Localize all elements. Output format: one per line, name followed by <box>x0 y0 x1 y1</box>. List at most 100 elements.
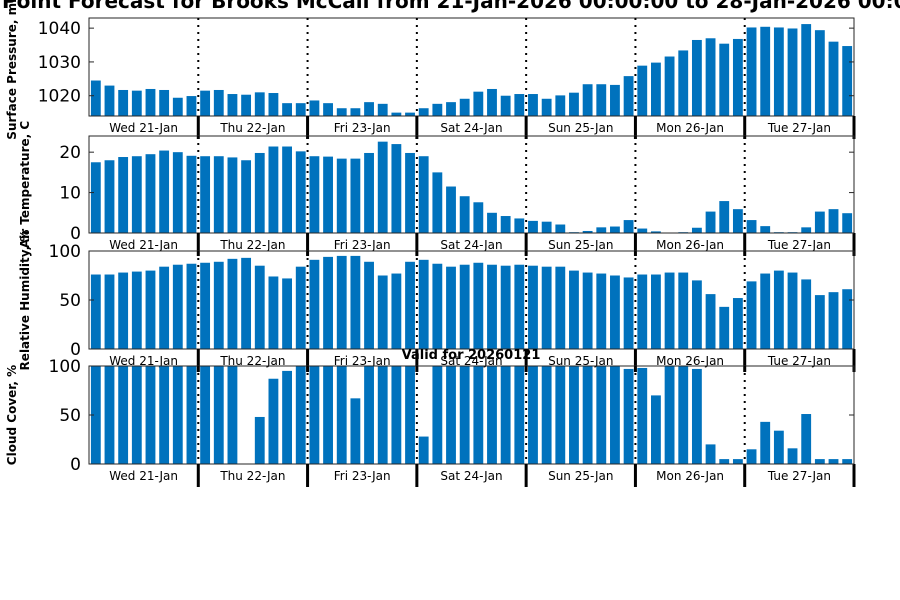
temperature-bar <box>118 157 129 233</box>
pressure-bar <box>541 98 552 116</box>
cloud-cover-bar <box>637 367 648 464</box>
cloud-cover-bar <box>801 414 812 464</box>
humidity-bar <box>623 277 634 349</box>
humidity-bar <box>651 274 661 349</box>
pressure-bar <box>405 112 415 116</box>
cloud-cover-bar <box>172 366 183 464</box>
temperature-x-tick-label: Fri 23-Jan <box>334 238 391 252</box>
pressure-bar <box>555 95 566 116</box>
temperature-x-tick-label: Wed 21-Jan <box>109 238 178 252</box>
pressure-bar <box>364 102 374 116</box>
cloud-cover-bar <box>323 366 333 464</box>
pressure-bar <box>719 43 730 116</box>
figure-subtitle: Valid for 20260121 <box>402 348 541 363</box>
pressure-bar <box>118 89 129 116</box>
pressure-y-tick-label: 1040 <box>38 19 81 39</box>
humidity-bar <box>760 273 771 349</box>
cloud-cover-bar <box>623 368 634 464</box>
cloud-cover-bar <box>773 430 784 464</box>
humidity-y-axis-label: Relative Humidity, % <box>18 230 32 371</box>
pressure-bar <box>746 27 757 116</box>
pressure-bar <box>213 89 224 116</box>
cloud-cover-bar <box>500 366 511 464</box>
pressure-axes-frame <box>88 17 855 117</box>
temperature-bar <box>487 212 497 233</box>
temperature-bar <box>295 151 306 233</box>
temperature-bar <box>200 156 211 233</box>
pressure-bar <box>732 38 743 117</box>
humidity-bar <box>541 266 552 349</box>
temperature-bar <box>651 231 661 233</box>
cloud-cover-bar <box>200 366 211 464</box>
pressure-bar <box>241 94 252 116</box>
pressure-x-tick-label: Tue 27-Jan <box>767 121 831 135</box>
humidity-bar <box>268 276 279 349</box>
pressure-bar <box>814 30 825 117</box>
humidity-bar <box>118 272 129 349</box>
temperature-bar <box>254 152 265 233</box>
pressure-bar <box>172 97 183 116</box>
humidity-bar <box>705 294 716 349</box>
pressure-x-tick-label: Wed 21-Jan <box>109 121 178 135</box>
humidity-bar <box>828 292 839 349</box>
humidity-bar <box>814 295 825 349</box>
temperature-bar <box>541 221 552 233</box>
temperature-bar <box>90 162 101 233</box>
humidity-bar <box>391 273 402 349</box>
humidity-bar <box>200 262 211 349</box>
pressure-bar <box>200 90 211 116</box>
cloud-cover-bar <box>418 436 429 464</box>
cloud-cover-bar <box>104 366 115 464</box>
temperature-bar <box>746 220 757 233</box>
pressure-x-tick-label: Thu 22-Jan <box>219 121 285 135</box>
humidity-bar <box>691 280 702 349</box>
cloud-cover-bar <box>582 366 593 464</box>
temperature-bar <box>705 211 716 233</box>
pressure-bar <box>528 94 538 116</box>
pressure-bar <box>664 56 675 116</box>
pressure-bar <box>514 94 525 116</box>
humidity-bar <box>131 271 142 349</box>
humidity-bar <box>514 264 525 349</box>
cloud-cover-bar <box>569 366 579 464</box>
humidity-x-tick-label: Wed 21-Jan <box>109 354 178 368</box>
pressure-bar <box>623 76 634 116</box>
temperature-bar <box>309 156 320 233</box>
cloud-cover-y-tick-label: 50 <box>59 406 81 426</box>
temperature-x-tick-label: Thu 22-Jan <box>219 238 285 252</box>
temperature-panel: Wed 21-Jan Thu 22-Jan Fri 23-Jan Sat 24-Jan… <box>18 121 856 256</box>
temperature-bar <box>814 211 825 233</box>
pressure-bar <box>90 80 101 116</box>
temperature-x-tick-label: Mon 26-Jan <box>656 238 724 252</box>
humidity-bar <box>282 278 292 349</box>
temperature-bar <box>555 224 566 233</box>
humidity-bar <box>842 289 853 349</box>
pressure-bar <box>569 92 579 116</box>
humidity-bar <box>473 262 484 349</box>
temperature-bar <box>377 141 388 233</box>
cloud-cover-x-tick-label: Thu 22-Jan <box>219 469 285 483</box>
temperature-bar <box>760 226 771 233</box>
cloud-cover-bar <box>719 459 730 464</box>
pressure-bar <box>678 50 689 116</box>
humidity-y-tick-label: 100 <box>49 242 81 262</box>
pressure-bar <box>104 85 115 116</box>
humidity-bar <box>432 263 443 349</box>
humidity-bar <box>159 266 170 349</box>
pressure-bar <box>760 26 771 116</box>
humidity-bar <box>719 306 730 349</box>
cloud-cover-bar <box>268 378 279 464</box>
cloud-cover-bar <box>254 416 265 464</box>
humidity-x-tick-label: Mon 26-Jan <box>656 354 724 368</box>
temperature-bar <box>719 201 730 233</box>
humidity-bar <box>555 266 566 349</box>
cloud-cover-bar <box>446 366 456 464</box>
figure-title: Point Forecast for Brooks McCall from 21… <box>2 0 900 13</box>
cloud-cover-bar <box>787 448 798 464</box>
cloud-cover-bar <box>364 366 374 464</box>
humidity-bar <box>459 264 470 349</box>
temperature-bar <box>459 196 470 233</box>
humidity-bar <box>582 272 593 349</box>
temperature-bar <box>582 230 593 233</box>
pressure-bar <box>582 84 593 116</box>
